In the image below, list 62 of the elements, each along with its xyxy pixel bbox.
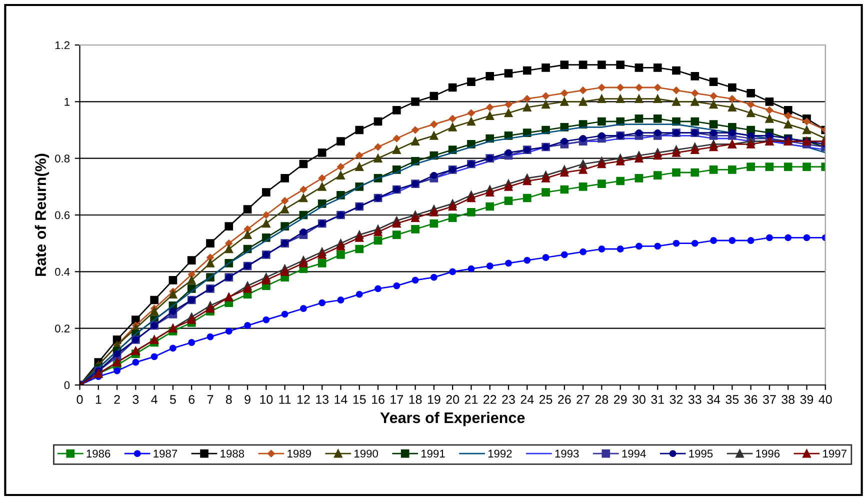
legend-label: 1995 xyxy=(689,450,713,458)
x-tick-label: 27 xyxy=(576,395,590,404)
y-tick-label: 0.2 xyxy=(55,324,70,332)
x-tick-label: 40 xyxy=(818,395,832,404)
x-tick-label: 39 xyxy=(800,395,814,404)
x-tick-label: 1 xyxy=(96,395,102,404)
legend-label: 1987 xyxy=(154,450,178,458)
y-tick-label: 1 xyxy=(64,98,70,106)
x-tick-label: 25 xyxy=(539,395,552,404)
legend-label: 1992 xyxy=(488,450,512,458)
legend-label: 1993 xyxy=(555,450,579,458)
x-tick-label: 22 xyxy=(484,395,496,404)
legend-label: 1991 xyxy=(421,450,445,458)
x-tick-label: 23 xyxy=(502,395,515,404)
x-tick-label: 7 xyxy=(207,395,214,404)
x-tick-label: 8 xyxy=(226,395,232,404)
x-tick-label: 21 xyxy=(464,395,478,404)
x-tick-label: 10 xyxy=(260,395,273,404)
x-tick-label: 13 xyxy=(316,395,328,404)
x-tick-label: 16 xyxy=(372,395,384,404)
legend-label: 1997 xyxy=(823,450,846,458)
x-tick-label: 15 xyxy=(353,395,366,404)
y-axis-title: Rate of Reurn(%) xyxy=(34,154,50,276)
legend-label: 1986 xyxy=(86,450,110,458)
x-tick-label: 20 xyxy=(446,395,460,404)
y-tick-label: 1.2 xyxy=(55,41,70,50)
x-tick-label: 28 xyxy=(595,395,608,404)
x-tick-label: 11 xyxy=(279,395,291,404)
x-tick-label: 2 xyxy=(114,395,120,404)
x-tick-label: 17 xyxy=(390,395,403,404)
x-tick-label: 32 xyxy=(670,395,683,404)
x-tick-label: 9 xyxy=(244,395,250,404)
x-tick-label: 33 xyxy=(688,395,702,404)
x-tick-label: 35 xyxy=(726,395,739,404)
legend-label: 1989 xyxy=(288,450,311,458)
legend-label: 1988 xyxy=(220,450,244,458)
x-tick-label: 30 xyxy=(632,395,646,404)
x-tick-label: 0 xyxy=(76,395,83,404)
y-tick-label: 0.4 xyxy=(55,268,70,276)
legend-label: 1994 xyxy=(622,450,646,458)
x-tick-label: 14 xyxy=(334,395,348,404)
x-tick-label: 31 xyxy=(651,395,664,404)
x-tick-label: 37 xyxy=(762,395,776,404)
y-tick-label: 0.6 xyxy=(55,211,70,220)
x-tick-label: 3 xyxy=(132,395,139,404)
x-tick-label: 5 xyxy=(170,395,176,404)
x-tick-label: 34 xyxy=(707,395,720,404)
legend-label: 1996 xyxy=(756,450,780,458)
x-tick-label: 6 xyxy=(188,395,195,404)
x-tick-label: 36 xyxy=(744,395,758,404)
x-tick-label: 38 xyxy=(782,395,795,404)
x-tick-label: 12 xyxy=(297,395,310,404)
legend-label: 1990 xyxy=(354,450,378,458)
x-tick-label: 24 xyxy=(520,395,534,404)
y-tick-label: 0 xyxy=(64,381,70,390)
x-axis-title: Years of Experience xyxy=(380,412,525,426)
y-tick-label: 0.8 xyxy=(55,154,70,162)
x-tick-label: 19 xyxy=(428,395,440,404)
x-tick-label: 4 xyxy=(151,395,158,404)
x-tick-label: 18 xyxy=(409,395,422,404)
x-tick-label: 29 xyxy=(614,395,627,404)
x-tick-label: 26 xyxy=(558,395,571,404)
